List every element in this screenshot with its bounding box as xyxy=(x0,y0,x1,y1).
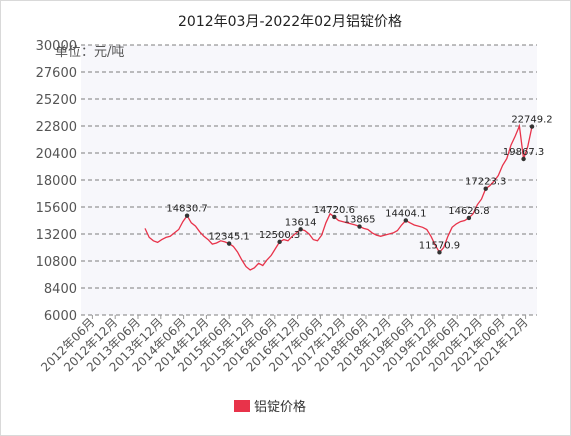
y-tick-label: 27600 xyxy=(36,66,77,81)
data-label: 19867.3 xyxy=(503,147,544,158)
y-tick-label: 22800 xyxy=(36,120,77,135)
chart-title: 2012年03月-2022年02月铝锭价格 xyxy=(178,14,402,30)
data-point[interactable] xyxy=(226,241,232,246)
data-label: 14626.8 xyxy=(448,206,489,217)
y-tick-label: 15600 xyxy=(36,201,77,216)
data-point[interactable] xyxy=(529,124,535,129)
data-point[interactable] xyxy=(483,186,488,191)
data-label: 13614 xyxy=(285,217,317,228)
data-point[interactable] xyxy=(184,213,190,218)
y-tick-label: 20400 xyxy=(36,147,77,162)
y-tick-label: 13200 xyxy=(36,228,77,243)
data-label: 17223.3 xyxy=(465,177,506,188)
y-tick-label: 30000 xyxy=(36,39,77,54)
legend[interactable]: 铝锭价格 xyxy=(234,399,306,415)
data-point[interactable] xyxy=(298,227,303,232)
y-tick-label: 6000 xyxy=(44,309,77,324)
data-label: 13865 xyxy=(344,215,376,226)
data-point[interactable] xyxy=(357,224,362,229)
data-label: 14404.1 xyxy=(385,208,426,219)
data-label: 22749.2 xyxy=(511,115,552,126)
legend-label: 铝锭价格 xyxy=(254,399,306,415)
legend-swatch xyxy=(234,400,250,412)
x-axis: 2012年06月2012年12月2013年06月2013年12月2014年06月… xyxy=(38,315,531,374)
grid xyxy=(81,44,537,316)
y-tick-label: 18000 xyxy=(36,174,77,189)
data-label: 11570.9 xyxy=(419,240,460,251)
data-point[interactable] xyxy=(277,239,282,245)
y-tick-label: 8400 xyxy=(44,282,77,297)
data-label: 12345.1 xyxy=(208,232,249,243)
data-label: 14720.6 xyxy=(314,205,355,216)
data-label: 14830.7 xyxy=(166,204,207,215)
data-point[interactable] xyxy=(332,214,337,220)
data-label: 12500.3 xyxy=(259,230,300,241)
unit-label: 单位：元/吨 xyxy=(55,45,124,60)
y-tick-label: 10800 xyxy=(36,255,77,270)
y-axis: 30000 27600 25200 22800 20400 18000 15600 13200… xyxy=(36,39,77,324)
data-point[interactable] xyxy=(403,218,409,223)
data-point[interactable] xyxy=(437,250,442,255)
data-point[interactable] xyxy=(466,215,472,221)
data-point[interactable] xyxy=(521,156,526,162)
y-tick-label: 25200 xyxy=(36,93,77,108)
